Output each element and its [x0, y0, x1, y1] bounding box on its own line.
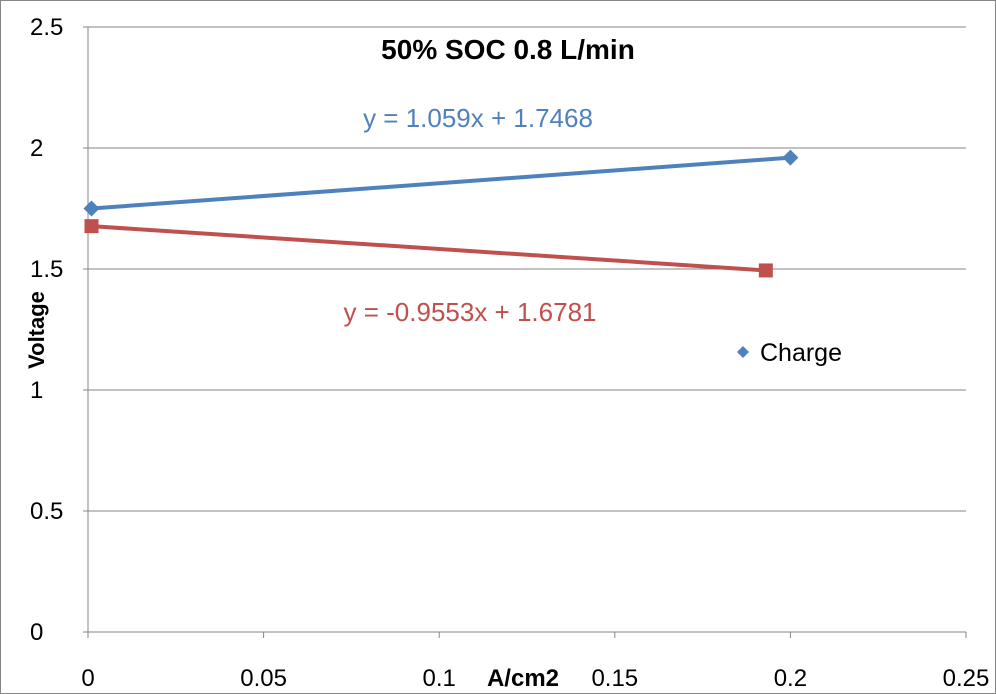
data-point-square: [84, 219, 99, 234]
series-line-2: [91, 224, 766, 273]
series-markers: [83, 149, 799, 278]
x-tick-label: 0: [81, 665, 94, 692]
tick-labels: 0 0.5 1 1.5 2 2.5 0 0.05 0.1 0.15 0.2 0.25: [30, 14, 989, 692]
chart-title: 50% SOC 0.8 L/min: [381, 34, 635, 65]
x-tick-label: 0.1: [423, 665, 456, 692]
legend-label-charge: Charge: [760, 339, 842, 367]
series-line-1: [91, 155, 791, 211]
x-tick-label: 0.25: [943, 665, 990, 692]
data-point-square: [758, 263, 773, 278]
trendline-label-discharge: y = -0.9553x + 1.6781: [344, 297, 597, 327]
data-point-diamond: [83, 200, 100, 217]
y-tick-label: 0.5: [30, 498, 63, 525]
data-point-diamond: [782, 149, 799, 166]
x-tick-label: 0.2: [774, 665, 807, 692]
series-lines: [91, 155, 791, 273]
trendline-label-charge: y = 1.059x + 1.7468: [363, 103, 593, 133]
x-tick-label: 0.05: [240, 665, 287, 692]
y-tick-label: 2.5: [30, 14, 63, 41]
gridlines: [88, 26, 966, 512]
y-tick-label: 1.5: [30, 256, 63, 283]
y-tick-label: 0: [30, 619, 43, 646]
y-tick-label: 2: [30, 135, 43, 162]
legend: Charge: [737, 339, 842, 367]
x-tick-label: 0.15: [591, 665, 638, 692]
y-axis-label: Voltage: [24, 291, 49, 369]
axes: [83, 26, 967, 638]
y-tick-label: 1: [30, 377, 43, 404]
legend-diamond-icon: [737, 346, 749, 358]
x-axis-label: A/cm2: [487, 665, 559, 692]
